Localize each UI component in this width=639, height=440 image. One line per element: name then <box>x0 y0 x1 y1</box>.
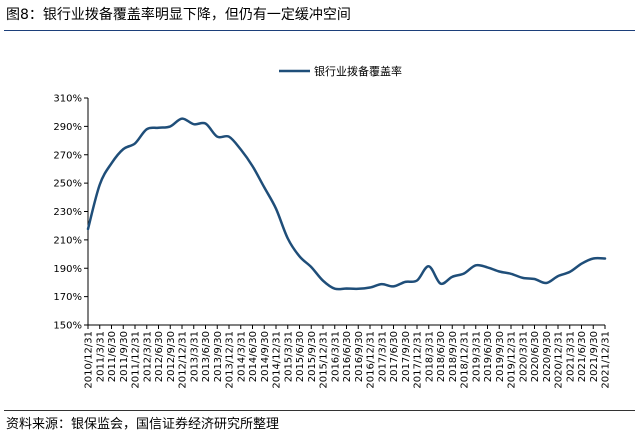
x-tick-label: 2019/3/31 <box>471 331 482 382</box>
x-tick-label: 2014/9/30 <box>260 331 271 382</box>
x-tick-label: 2016/12/31 <box>366 331 377 389</box>
x-tick-label: 2015/6/30 <box>295 331 306 382</box>
x-tick-label: 2015/3/31 <box>283 331 294 382</box>
x-tick-label: 2012/12/31 <box>178 331 189 389</box>
y-tick-label: 290% <box>53 122 82 133</box>
x-tick-label: 2018/3/31 <box>424 331 435 382</box>
x-tick-label: 2013/3/31 <box>189 331 200 382</box>
x-tick-label: 2011/6/30 <box>107 331 118 382</box>
axes <box>87 98 605 326</box>
x-tick-label: 2019/9/30 <box>495 331 506 382</box>
x-tick-label: 2021/3/31 <box>565 331 576 382</box>
x-tick-label: 2020/6/30 <box>530 331 541 382</box>
x-tick-label: 2017/12/31 <box>413 331 424 389</box>
x-tick-label: 2019/6/30 <box>483 331 494 382</box>
x-tick-label: 2012/3/31 <box>142 331 153 382</box>
x-tick-label: 2020/3/31 <box>518 331 529 382</box>
y-tick-label: 310% <box>53 94 82 105</box>
x-tick-label: 2010/12/31 <box>84 331 95 389</box>
y-tick-label: 250% <box>53 179 82 190</box>
x-tick-label: 2017/6/30 <box>389 331 400 382</box>
series-layer <box>86 117 607 291</box>
y-tick-label: 190% <box>53 264 82 275</box>
x-tick-label: 2011/12/31 <box>131 331 142 389</box>
x-tick-label: 2013/9/30 <box>213 331 224 382</box>
x-tick-label: 2018/9/30 <box>448 331 459 382</box>
x-tick-label: 2016/9/30 <box>354 331 365 382</box>
x-tick-label: 2015/9/30 <box>307 331 318 382</box>
figure-title: 图8：银行业拨备覆盖率明显下降，但仍有一定缓冲空间 <box>6 7 351 23</box>
x-tick-label: 2014/3/31 <box>236 331 247 382</box>
x-tick-label: 2013/12/31 <box>225 331 236 389</box>
line-chart: 银行业拨备覆盖率 150% 170% 190% 210% 230% 250% 270% 290… <box>53 64 612 389</box>
y-axis-ticks: 150% 170% 190% 210% 230% 250% 270% 290% 310% <box>53 94 88 332</box>
x-tick-label: 2019/12/31 <box>507 331 518 389</box>
x-tick-label: 2018/12/31 <box>460 331 471 389</box>
x-tick-label: 2015/12/31 <box>319 331 330 389</box>
x-tick-label: 2018/6/30 <box>436 331 447 382</box>
x-tick-label: 2014/12/31 <box>272 331 283 389</box>
x-tick-label: 2020/12/31 <box>554 331 565 389</box>
x-tick-label: 2012/6/30 <box>154 331 165 382</box>
x-tick-label: 2013/6/30 <box>201 331 212 382</box>
x-tick-label: 2011/9/30 <box>119 331 130 382</box>
x-tick-label: 2016/6/30 <box>342 331 353 382</box>
x-tick-label: 2017/9/30 <box>401 331 412 382</box>
x-tick-label: 2021/6/30 <box>577 331 588 382</box>
y-tick-label: 230% <box>53 207 82 218</box>
x-tick-label: 2021/12/31 <box>601 331 612 389</box>
legend: 银行业拨备覆盖率 <box>279 64 402 78</box>
x-tick-label: 2011/3/31 <box>95 331 106 382</box>
x-tick-label: 2021/9/30 <box>589 331 600 382</box>
top-rule <box>4 30 635 31</box>
x-tick-label: 2017/3/31 <box>377 331 388 382</box>
x-tick-label: 2012/9/30 <box>166 331 177 382</box>
x-tick-label: 2014/6/30 <box>248 331 259 382</box>
x-axis-ticks: 2010/12/31 2011/3/31 2011/6/30 2011/9/30 201… <box>84 325 612 389</box>
legend-label: 银行业拨备覆盖率 <box>314 64 402 78</box>
series-line-provision-coverage <box>86 117 607 291</box>
y-tick-label: 150% <box>53 321 82 332</box>
x-tick-label: 2016/3/31 <box>330 331 341 382</box>
y-tick-label: 270% <box>53 150 82 161</box>
y-tick-label: 210% <box>53 235 82 246</box>
bottom-rule <box>4 410 635 411</box>
x-tick-label: 2020/9/30 <box>542 331 553 382</box>
source-note: 资料来源：银保监会，国信证券经济研究所整理 <box>6 417 280 432</box>
y-tick-label: 170% <box>53 292 82 303</box>
